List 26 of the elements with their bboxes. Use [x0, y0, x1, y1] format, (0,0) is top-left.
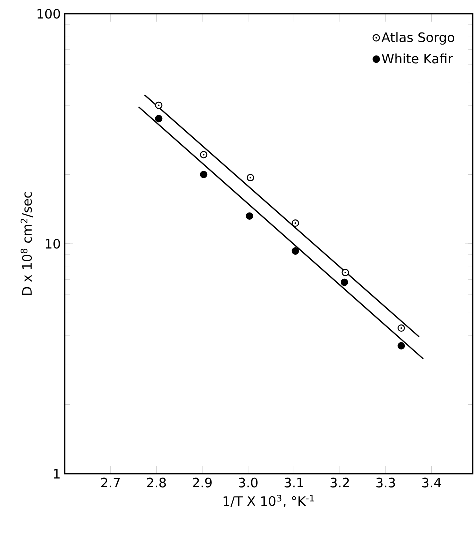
y-tick-label: 100	[38, 9, 60, 19]
point	[398, 342, 406, 350]
point	[200, 151, 208, 159]
legend-label: White Kafir	[382, 54, 454, 64]
x-tick-label: 2.7	[101, 478, 120, 488]
x-tick-label: 2.9	[193, 478, 212, 488]
point	[340, 278, 348, 286]
y-tick-label: 1	[54, 469, 60, 479]
point	[342, 269, 350, 276]
point	[398, 324, 406, 332]
legend-label: Atlas Sorgo	[382, 32, 454, 45]
x-axis-title: 1/T X 10$^{3}$, °K$^{-1}$	[224, 494, 314, 508]
point	[246, 174, 254, 182]
x-tick-label: 3.4	[422, 478, 442, 488]
x-tick-label: 3.2	[330, 478, 350, 488]
point	[292, 220, 300, 228]
y-axis-title: D x 10$^{8}$ cm$^{2}$/sec	[20, 192, 34, 296]
point	[155, 115, 163, 123]
point	[200, 171, 208, 178]
point	[246, 212, 254, 220]
point	[292, 248, 300, 255]
y-tick-label: 10	[46, 239, 60, 249]
x-tick-label: 3.0	[239, 478, 258, 488]
x-tick-label: 3.1	[284, 478, 304, 488]
x-tick-label: 2.8	[147, 478, 166, 488]
x-tick-label: 3.3	[376, 478, 396, 488]
